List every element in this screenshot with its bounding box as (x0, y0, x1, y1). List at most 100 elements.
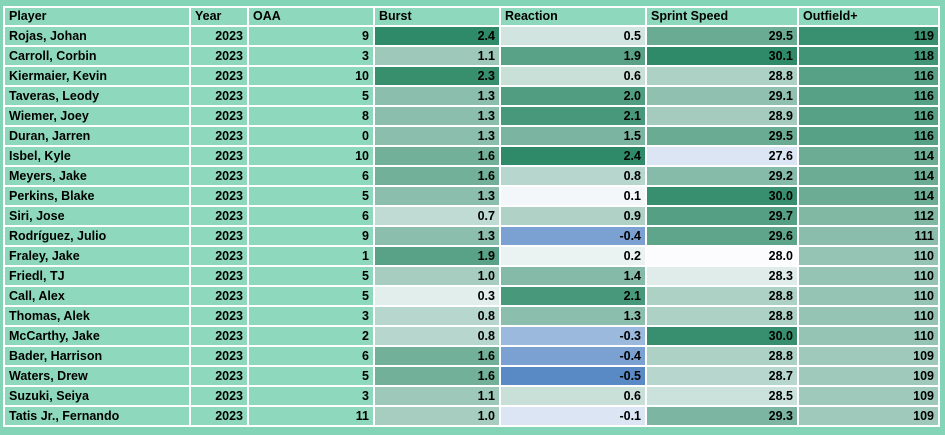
cell-player[interactable]: Perkins, Blake (5, 187, 189, 205)
cell-player[interactable]: Rodríguez, Julio (5, 227, 189, 245)
cell-oaa[interactable]: 5 (249, 187, 373, 205)
cell-player[interactable]: Tatis Jr., Fernando (5, 407, 189, 425)
cell-burst[interactable]: 1.6 (375, 367, 499, 385)
cell-player[interactable]: Suzuki, Seiya (5, 387, 189, 405)
cell-oaa[interactable]: 6 (249, 207, 373, 225)
cell-oaa[interactable]: 5 (249, 367, 373, 385)
cell-year[interactable]: 2023 (191, 387, 247, 405)
cell-player[interactable]: Fraley, Jake (5, 247, 189, 265)
column-header-reaction[interactable]: Reaction (501, 8, 645, 25)
cell-outfield_plus[interactable]: 110 (799, 287, 938, 305)
cell-burst[interactable]: 0.8 (375, 327, 499, 345)
cell-sprint_speed[interactable]: 29.5 (647, 127, 797, 145)
cell-oaa[interactable]: 5 (249, 267, 373, 285)
cell-oaa[interactable]: 2 (249, 327, 373, 345)
cell-year[interactable]: 2023 (191, 167, 247, 185)
cell-reaction[interactable]: 2.1 (501, 107, 645, 125)
cell-player[interactable]: Friedl, TJ (5, 267, 189, 285)
cell-burst[interactable]: 2.3 (375, 67, 499, 85)
cell-sprint_speed[interactable]: 29.3 (647, 407, 797, 425)
cell-burst[interactable]: 1.0 (375, 407, 499, 425)
cell-reaction[interactable]: 0.2 (501, 247, 645, 265)
column-header-burst[interactable]: Burst (375, 8, 499, 25)
cell-sprint_speed[interactable]: 28.3 (647, 267, 797, 285)
cell-year[interactable]: 2023 (191, 67, 247, 85)
cell-outfield_plus[interactable]: 110 (799, 307, 938, 325)
cell-burst[interactable]: 1.6 (375, 347, 499, 365)
cell-player[interactable]: Wiemer, Joey (5, 107, 189, 125)
cell-reaction[interactable]: 1.9 (501, 47, 645, 65)
cell-year[interactable]: 2023 (191, 287, 247, 305)
cell-year[interactable]: 2023 (191, 367, 247, 385)
cell-player[interactable]: Kiermaier, Kevin (5, 67, 189, 85)
cell-oaa[interactable]: 11 (249, 407, 373, 425)
cell-player[interactable]: Duran, Jarren (5, 127, 189, 145)
cell-player[interactable]: Waters, Drew (5, 367, 189, 385)
cell-burst[interactable]: 1.0 (375, 267, 499, 285)
cell-reaction[interactable]: -0.5 (501, 367, 645, 385)
cell-player[interactable]: McCarthy, Jake (5, 327, 189, 345)
cell-reaction[interactable]: 0.6 (501, 387, 645, 405)
cell-outfield_plus[interactable]: 109 (799, 387, 938, 405)
column-header-outfield_plus[interactable]: Outfield+ (799, 8, 938, 25)
cell-burst[interactable]: 0.7 (375, 207, 499, 225)
cell-year[interactable]: 2023 (191, 187, 247, 205)
cell-reaction[interactable]: -0.3 (501, 327, 645, 345)
cell-player[interactable]: Taveras, Leody (5, 87, 189, 105)
cell-reaction[interactable]: 1.5 (501, 127, 645, 145)
cell-oaa[interactable]: 5 (249, 87, 373, 105)
cell-sprint_speed[interactable]: 28.8 (647, 67, 797, 85)
cell-sprint_speed[interactable]: 29.6 (647, 227, 797, 245)
cell-outfield_plus[interactable]: 116 (799, 67, 938, 85)
cell-outfield_plus[interactable]: 110 (799, 247, 938, 265)
cell-sprint_speed[interactable]: 28.7 (647, 367, 797, 385)
cell-oaa[interactable]: 9 (249, 227, 373, 245)
cell-outfield_plus[interactable]: 116 (799, 87, 938, 105)
cell-burst[interactable]: 1.6 (375, 167, 499, 185)
cell-sprint_speed[interactable]: 30.0 (647, 327, 797, 345)
cell-reaction[interactable]: 2.4 (501, 147, 645, 165)
cell-outfield_plus[interactable]: 109 (799, 407, 938, 425)
cell-sprint_speed[interactable]: 28.8 (647, 347, 797, 365)
cell-year[interactable]: 2023 (191, 127, 247, 145)
cell-outfield_plus[interactable]: 112 (799, 207, 938, 225)
cell-year[interactable]: 2023 (191, 147, 247, 165)
cell-reaction[interactable]: 0.9 (501, 207, 645, 225)
cell-year[interactable]: 2023 (191, 307, 247, 325)
cell-reaction[interactable]: 0.5 (501, 27, 645, 45)
cell-burst[interactable]: 1.9 (375, 247, 499, 265)
cell-player[interactable]: Meyers, Jake (5, 167, 189, 185)
column-header-sprint_speed[interactable]: Sprint Speed (647, 8, 797, 25)
column-header-oaa[interactable]: OAA (249, 8, 373, 25)
cell-sprint_speed[interactable]: 28.9 (647, 107, 797, 125)
cell-burst[interactable]: 1.1 (375, 47, 499, 65)
cell-sprint_speed[interactable]: 29.2 (647, 167, 797, 185)
cell-reaction[interactable]: 2.0 (501, 87, 645, 105)
column-header-player[interactable]: Player (5, 8, 189, 25)
cell-outfield_plus[interactable]: 109 (799, 347, 938, 365)
cell-year[interactable]: 2023 (191, 47, 247, 65)
cell-reaction[interactable]: 0.1 (501, 187, 645, 205)
cell-sprint_speed[interactable]: 27.6 (647, 147, 797, 165)
cell-burst[interactable]: 1.6 (375, 147, 499, 165)
cell-oaa[interactable]: 0 (249, 127, 373, 145)
cell-year[interactable]: 2023 (191, 407, 247, 425)
cell-oaa[interactable]: 5 (249, 287, 373, 305)
cell-burst[interactable]: 1.3 (375, 227, 499, 245)
cell-burst[interactable]: 2.4 (375, 27, 499, 45)
cell-outfield_plus[interactable]: 109 (799, 367, 938, 385)
cell-outfield_plus[interactable]: 114 (799, 187, 938, 205)
cell-year[interactable]: 2023 (191, 247, 247, 265)
cell-oaa[interactable]: 9 (249, 27, 373, 45)
cell-oaa[interactable]: 6 (249, 347, 373, 365)
cell-sprint_speed[interactable]: 28.8 (647, 287, 797, 305)
cell-year[interactable]: 2023 (191, 327, 247, 345)
cell-reaction[interactable]: -0.1 (501, 407, 645, 425)
cell-year[interactable]: 2023 (191, 207, 247, 225)
cell-reaction[interactable]: -0.4 (501, 227, 645, 245)
cell-outfield_plus[interactable]: 116 (799, 107, 938, 125)
cell-sprint_speed[interactable]: 29.1 (647, 87, 797, 105)
column-header-year[interactable]: Year (191, 8, 247, 25)
cell-burst[interactable]: 1.3 (375, 87, 499, 105)
cell-outfield_plus[interactable]: 119 (799, 27, 938, 45)
